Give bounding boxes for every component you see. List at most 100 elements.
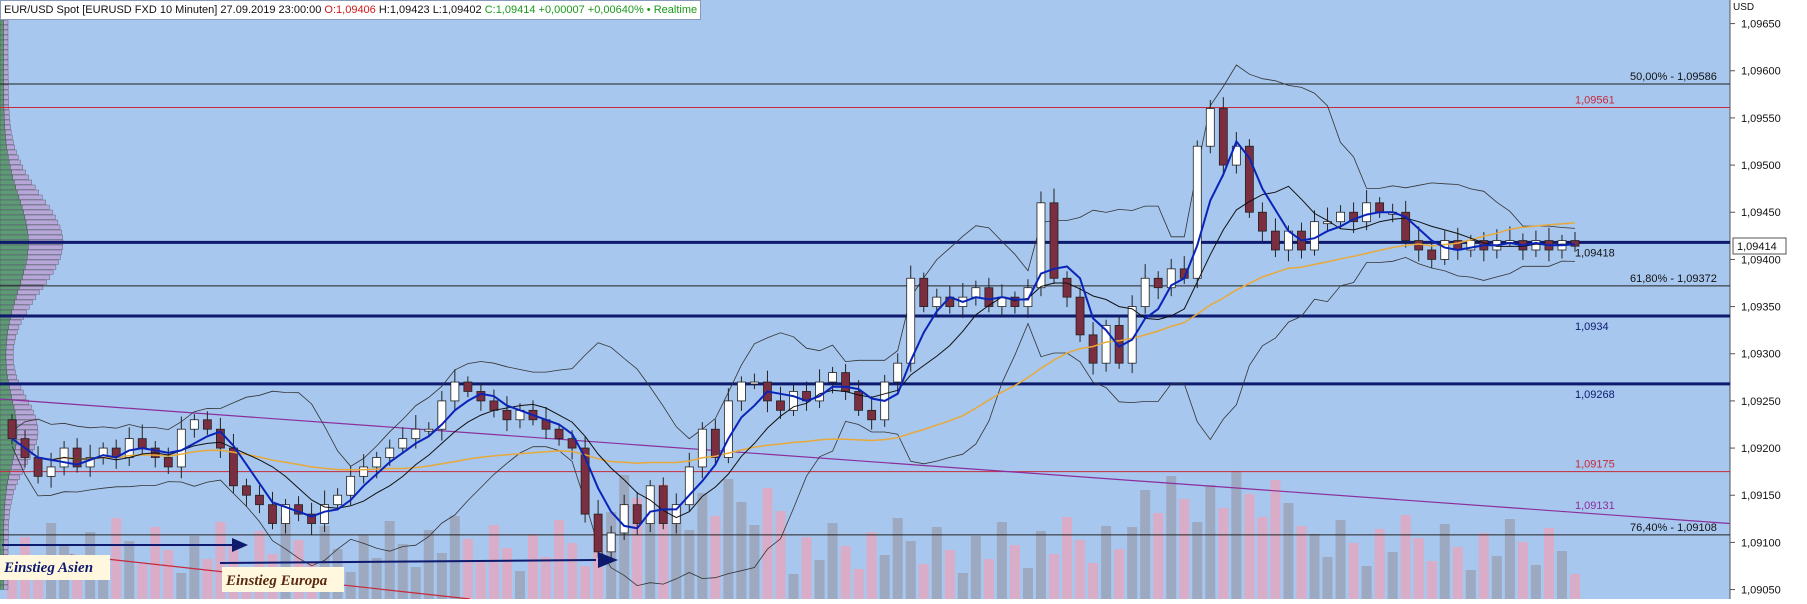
volume-bar [944,550,955,599]
profile-bar-buy [0,149,8,155]
profile-bar-sell [3,529,9,535]
bear-candle [215,428,225,449]
axis-tick-label: 1,09350 [1741,302,1781,314]
profile-bar-sell [5,494,13,500]
profile-bar-sell [5,134,13,140]
profile-bar-buy [0,24,4,30]
profile-bar-buy [0,489,7,495]
europe-arrow [219,559,597,564]
profile-bar-buy [0,494,6,500]
profile-bar-buy [0,454,14,460]
volume-bar [358,535,369,599]
bull-candle [750,381,759,385]
volume-bar [1530,565,1541,599]
volume-bar [567,543,578,599]
header-high: H:1,09423 [378,4,430,16]
profile-bar-buy [0,339,7,345]
volume-bar [1075,540,1086,599]
price-axis: USD 1,09650 1,09600 1,09550 1,09500 1,09450 1,… [1730,2,1781,597]
profile-bar-sell [18,194,43,200]
profile-bar-sell [6,364,15,370]
volume-bar [905,541,916,599]
bull-candle [359,466,369,477]
ma-slow-line [11,185,1576,519]
axis-tick-label: 1,09200 [1741,443,1781,455]
level-label: 76,40% - 1,09108 [1630,522,1717,534]
profile-bar-sell [14,409,34,415]
volume-bar [762,488,773,599]
profile-bar-sell [27,249,63,255]
profile-bar-buy [0,264,26,270]
profile-bar-sell [23,269,54,275]
volume-bar [1491,556,1502,599]
profile-bar-sell [4,509,10,515]
axis-tick-label: 1,09100 [1741,537,1781,549]
bull-candle [932,296,942,307]
profile-bar-buy [0,174,13,180]
volume-bar [1153,513,1164,599]
volume-bar [1114,549,1125,599]
axis-tick-label: 1,09050 [1741,585,1781,597]
profile-bar-buy [0,459,13,465]
bull-candle [372,457,382,468]
bull-candle [893,362,903,383]
level-labels: 50,00% - 1,09586 1,09561 1,09418 61,80% - 1… [1575,71,1717,534]
profile-bar-buy [0,244,29,250]
level-label: 1,09131 [1575,500,1615,512]
profile-bar-buy [0,114,5,120]
profile-bar-buy [0,189,18,195]
profile-bar-buy [0,144,7,150]
profile-bar-sell [17,189,39,195]
volume-bar [1400,515,1411,599]
profile-bar-buy [0,474,10,480]
realtime-indicator: • Realtime [646,4,698,16]
asia-tag-box [0,555,110,580]
volume-bar [1218,508,1229,599]
instrument-name[interactable]: EUR/USD Spot [EURUSD FXD 10 Minuten] [4,4,218,16]
volume-bar [710,516,721,599]
bear-candle [1049,202,1059,279]
volume-bar [189,536,200,599]
bear-candle [710,428,720,458]
bear-candle [307,513,316,524]
volume-bar [645,521,656,599]
axis-tick-label: 1,09450 [1741,207,1781,219]
volume-bar [1452,547,1463,599]
profile-bar-sell [4,129,12,135]
profile-bar-sell [3,519,9,525]
profile-bar-sell [3,74,9,80]
profile-bar-buy [0,74,4,80]
volume-bar [462,539,473,599]
profile-bar-buy [0,584,4,590]
volume-bar [1296,526,1307,599]
profile-bar-buy [0,109,5,115]
profile-bar-sell [3,39,9,45]
profile-bar-buy [0,389,11,395]
profile-bar-buy [0,219,27,225]
profile-bar-sell [25,264,57,270]
volume-bar [1101,526,1112,599]
volume-bar [1322,557,1333,599]
profile-bar-buy [0,159,10,165]
volume-bar [1035,531,1046,599]
profile-bar-sell [6,484,16,490]
bull-candle [1231,145,1241,166]
profile-bar-buy [0,54,4,60]
axis-tick-label: 1,09150 [1741,490,1781,502]
bull-candle [1192,145,1202,279]
profile-bar-buy [0,199,21,205]
header-close: C:1,09414 [484,4,536,16]
volume-bar [931,527,942,599]
profile-bar-buy [0,259,27,265]
volume-bar [1127,527,1138,599]
profile-bar-buy [0,344,7,350]
profile-bar-sell [7,149,17,155]
profile-bar-sell [3,534,9,540]
profile-bar-buy [0,254,28,260]
profile-bar-sell [21,204,50,210]
bull-candle [645,485,655,524]
bull-candle [1336,211,1345,223]
profile-bar-buy [0,579,4,585]
bear-candle [33,457,43,477]
